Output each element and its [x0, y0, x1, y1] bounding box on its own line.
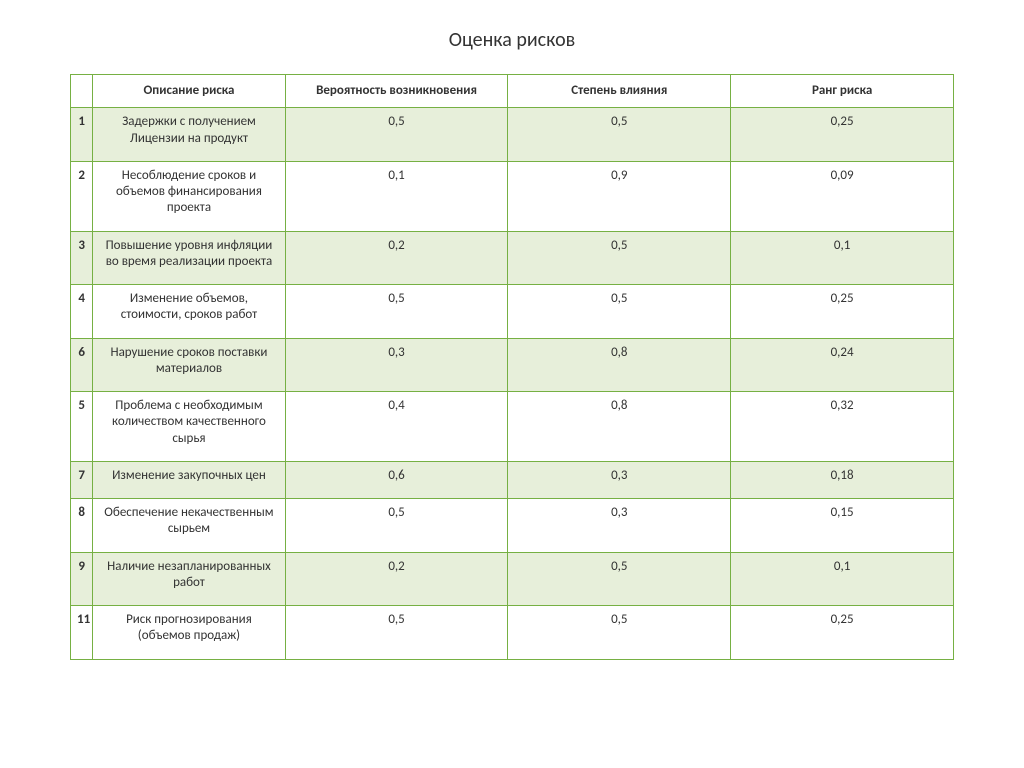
risk-table-body: 1Задержки с получением Лицензии на проду…	[71, 108, 954, 659]
cell-impact: 0,9	[508, 161, 731, 231]
cell-num: 7	[71, 461, 93, 498]
page: Оценка рисков Описание риска Вероятность…	[0, 0, 1024, 768]
cell-prob: 0,1	[285, 161, 508, 231]
cell-rank: 0,1	[731, 231, 954, 285]
cell-rank: 0,18	[731, 461, 954, 498]
cell-impact: 0,5	[508, 231, 731, 285]
cell-num: 4	[71, 285, 93, 339]
cell-desc: Изменение объемов, стоимости, сроков раб…	[93, 285, 285, 339]
cell-impact: 0,5	[508, 552, 731, 606]
cell-num: 3	[71, 231, 93, 285]
cell-num: 11	[71, 606, 93, 660]
table-row: 5Проблема с необходимым количеством каче…	[71, 392, 954, 462]
cell-num: 2	[71, 161, 93, 231]
table-row: 8Обеспечение некачественным сырьем0,50,3…	[71, 499, 954, 553]
cell-impact: 0,8	[508, 338, 731, 392]
col-header-num	[71, 75, 93, 108]
cell-num: 9	[71, 552, 93, 606]
cell-num: 1	[71, 108, 93, 162]
table-row: 9Наличие незапланированных работ0,20,50,…	[71, 552, 954, 606]
cell-num: 8	[71, 499, 93, 553]
cell-rank: 0,15	[731, 499, 954, 553]
cell-rank: 0,09	[731, 161, 954, 231]
cell-prob: 0,4	[285, 392, 508, 462]
page-title: Оценка рисков	[70, 28, 954, 52]
col-header-desc: Описание риска	[93, 75, 285, 108]
cell-desc: Повышение уровня инфляции во время реали…	[93, 231, 285, 285]
cell-desc: Обеспечение некачественным сырьем	[93, 499, 285, 553]
cell-desc: Задержки с получением Лицензии на продук…	[93, 108, 285, 162]
table-row: 11Риск прогнозирования (объемов продаж)0…	[71, 606, 954, 660]
cell-prob: 0,5	[285, 108, 508, 162]
cell-rank: 0,25	[731, 108, 954, 162]
cell-num: 5	[71, 392, 93, 462]
table-row: 7Изменение закупочных цен0,60,30,18	[71, 461, 954, 498]
cell-desc: Риск прогнозирования (объемов продаж)	[93, 606, 285, 660]
cell-impact: 0,5	[508, 606, 731, 660]
cell-rank: 0,32	[731, 392, 954, 462]
cell-prob: 0,5	[285, 606, 508, 660]
cell-prob: 0,2	[285, 231, 508, 285]
cell-prob: 0,5	[285, 499, 508, 553]
cell-rank: 0,1	[731, 552, 954, 606]
cell-impact: 0,8	[508, 392, 731, 462]
cell-prob: 0,2	[285, 552, 508, 606]
col-header-rank: Ранг риска	[731, 75, 954, 108]
risk-table: Описание риска Вероятность возникновения…	[70, 74, 954, 660]
cell-impact: 0,5	[508, 285, 731, 339]
cell-impact: 0,3	[508, 461, 731, 498]
table-header-row: Описание риска Вероятность возникновения…	[71, 75, 954, 108]
cell-rank: 0,25	[731, 285, 954, 339]
cell-impact: 0,5	[508, 108, 731, 162]
cell-desc: Изменение закупочных цен	[93, 461, 285, 498]
table-row: 1Задержки с получением Лицензии на проду…	[71, 108, 954, 162]
cell-rank: 0,24	[731, 338, 954, 392]
cell-desc: Нарушение сроков поставки материалов	[93, 338, 285, 392]
cell-prob: 0,5	[285, 285, 508, 339]
col-header-prob: Вероятность возникновения	[285, 75, 508, 108]
table-row: 4Изменение объемов, стоимости, сроков ра…	[71, 285, 954, 339]
table-row: 3Повышение уровня инфляции во время реал…	[71, 231, 954, 285]
table-row: 6Нарушение сроков поставки материалов0,3…	[71, 338, 954, 392]
cell-num: 6	[71, 338, 93, 392]
cell-desc: Несоблюдение сроков и объемов финансиров…	[93, 161, 285, 231]
cell-prob: 0,3	[285, 338, 508, 392]
cell-desc: Наличие незапланированных работ	[93, 552, 285, 606]
cell-impact: 0,3	[508, 499, 731, 553]
col-header-impact: Степень влияния	[508, 75, 731, 108]
cell-prob: 0,6	[285, 461, 508, 498]
table-row: 2Несоблюдение сроков и объемов финансиро…	[71, 161, 954, 231]
cell-desc: Проблема с необходимым количеством качес…	[93, 392, 285, 462]
cell-rank: 0,25	[731, 606, 954, 660]
